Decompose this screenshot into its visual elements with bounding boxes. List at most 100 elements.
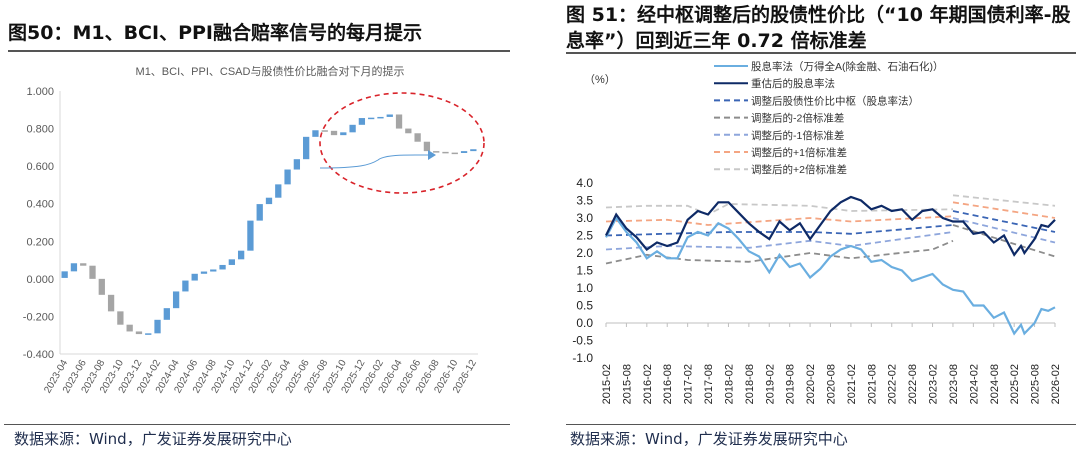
legend-label: 调整后的-1倍标准差: [751, 129, 844, 142]
series-line: [952, 194, 1056, 207]
waterfall-bar: [395, 114, 403, 129]
y-tick-label: -0.400: [23, 349, 54, 361]
x-tick-label: 2016-08: [662, 364, 674, 404]
waterfall-bar: [163, 308, 170, 320]
right-source: 数据来源：Wind，广发证券发展研究中心: [570, 430, 848, 448]
legend-label: 重估后的股息率法: [751, 77, 835, 90]
waterfall-bar: [210, 269, 217, 272]
y-tick-label: 0.0: [576, 316, 593, 330]
x-tick-label: 2019-02: [764, 364, 776, 404]
legend-label: 调整后的-2倍标准差: [751, 112, 844, 125]
x-tick-label: 2017-02: [683, 364, 695, 404]
waterfall-bar: [70, 263, 78, 272]
arrow-head-icon: [428, 150, 436, 160]
waterfall-bar: [405, 128, 412, 134]
x-tick-label: 2024-08: [989, 364, 1001, 404]
waterfall-bar: [386, 114, 393, 117]
x-tick-label: 2021-08: [866, 364, 878, 404]
x-tick-label: 2025-02: [1009, 364, 1021, 404]
series-line: [952, 210, 1056, 233]
legend-label: 股息率法（万得全A(除金融、石油石化)）: [751, 60, 944, 73]
left-figure-title: 图50：M1、BCI、PPI融合赔率信号的每月提示: [8, 22, 422, 44]
waterfall-chart: M1、BCI、PPI、CSAD与股债性价比融合对下月的提示 1.000 0.800 0…: [23, 64, 485, 395]
series-line: [605, 239, 954, 265]
waterfall-bar: [135, 331, 143, 335]
y-tick-label: 1.000: [26, 86, 54, 98]
y-tick-label: -0.5: [572, 334, 593, 348]
x-tick-label: 2023-08: [948, 364, 960, 404]
waterfall-bar: [107, 294, 115, 312]
series-line: [605, 215, 1056, 336]
series-line: [605, 231, 954, 251]
waterfall-bar: [182, 280, 189, 292]
x-tick-label: 2016-02: [642, 364, 654, 404]
waterfall-bar: [275, 184, 282, 198]
waterfall-bar: [423, 141, 431, 152]
x-tick-label: 2020-02: [805, 364, 817, 404]
waterfall-bar: [349, 124, 356, 133]
waterfall-bar: [368, 117, 375, 120]
y-tick-label: 3.0: [576, 211, 593, 225]
series-line: [952, 224, 1056, 258]
series-line: [952, 217, 1056, 244]
waterfall-bar: [414, 133, 421, 142]
y-tick-label: 1.0: [576, 281, 593, 295]
legend-label: 调整后的+2倍标准差: [751, 163, 847, 176]
waterfall-bar: [284, 169, 291, 185]
waterfall-bar: [330, 130, 338, 136]
waterfall-bar: [442, 151, 449, 154]
waterfall-bar: [191, 273, 198, 281]
waterfall-bar: [293, 159, 301, 170]
x-tick-label: 2025-08: [1030, 364, 1042, 404]
x-tick-label: 2018-08: [744, 364, 756, 404]
x-tick-label: 2023-02: [928, 364, 940, 404]
y-tick-label: 0.800: [26, 124, 54, 136]
legend-label: 调整后股债性价比中枢（股息率法）: [751, 94, 919, 107]
waterfall-bar: [154, 319, 161, 334]
series-line: [605, 224, 954, 237]
waterfall-bar: [200, 271, 208, 274]
right-title-rule: [566, 52, 1076, 54]
waterfall-bar: [470, 149, 477, 152]
x-tick-label: 2026-02: [1050, 364, 1062, 404]
x-tick-label: 2024-02: [968, 364, 980, 404]
left-source-rule: [4, 424, 510, 425]
waterfall-bar: [460, 151, 468, 153]
right-figure-title: 图 51：经中枢调整后的股债性价比（“10 年期国债利率-股息率”）回到近三年 …: [566, 4, 1071, 52]
x-tick-label: 2022-08: [907, 364, 919, 404]
chart-title: M1、BCI、PPI、CSAD与股债性价比融合对下月的提示: [136, 64, 405, 78]
waterfall-bar: [358, 118, 366, 125]
y-tick-label: 1.5: [576, 264, 593, 278]
waterfall-bar: [312, 130, 319, 137]
annotation-arrow: [319, 154, 429, 169]
x-tick-label: 2017-08: [703, 364, 715, 404]
waterfall-bar: [98, 278, 105, 295]
waterfall-bar: [340, 132, 347, 136]
y-tick-label: -0.200: [23, 311, 54, 323]
y-tick-label: 3.5: [576, 194, 593, 208]
waterfall-bar: [247, 220, 254, 251]
waterfall-bar: [61, 271, 68, 278]
line-chart: （%） 4.0 3.5 3.0 2.5 2.0 1.5 1.0 0.5 0.0 -0.5 -1.0 20…: [572, 60, 1062, 404]
x-tick-label: 2015-02: [601, 364, 613, 404]
series-line: [605, 195, 1056, 257]
x-tick-label: 2022-02: [887, 364, 899, 404]
x-tick-label: 2020-08: [826, 364, 838, 404]
series-line: [952, 201, 1056, 219]
waterfall-bar: [80, 263, 87, 266]
series-line: [605, 215, 954, 226]
waterfall-bar: [303, 136, 310, 160]
waterfall-bar: [145, 333, 152, 335]
y-tick-label: 0.000: [26, 274, 54, 286]
waterfall-bar: [228, 259, 235, 265]
waterfall-bar: [377, 116, 384, 119]
right-source-rule: [566, 424, 1076, 425]
waterfall-bar: [219, 264, 226, 270]
left-title-rule: [8, 50, 510, 52]
waterfall-bar: [237, 250, 245, 260]
y-tick-label: 0.600: [26, 161, 54, 173]
y-tick-label: 0.400: [26, 199, 54, 211]
x-tick-label: 2021-02: [846, 364, 858, 404]
y-tick-label: 4.0: [576, 176, 593, 190]
waterfall-bar: [172, 291, 180, 309]
